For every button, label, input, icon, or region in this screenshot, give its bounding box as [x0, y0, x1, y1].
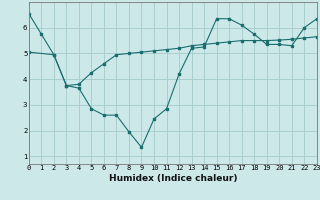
- X-axis label: Humidex (Indice chaleur): Humidex (Indice chaleur): [108, 174, 237, 183]
